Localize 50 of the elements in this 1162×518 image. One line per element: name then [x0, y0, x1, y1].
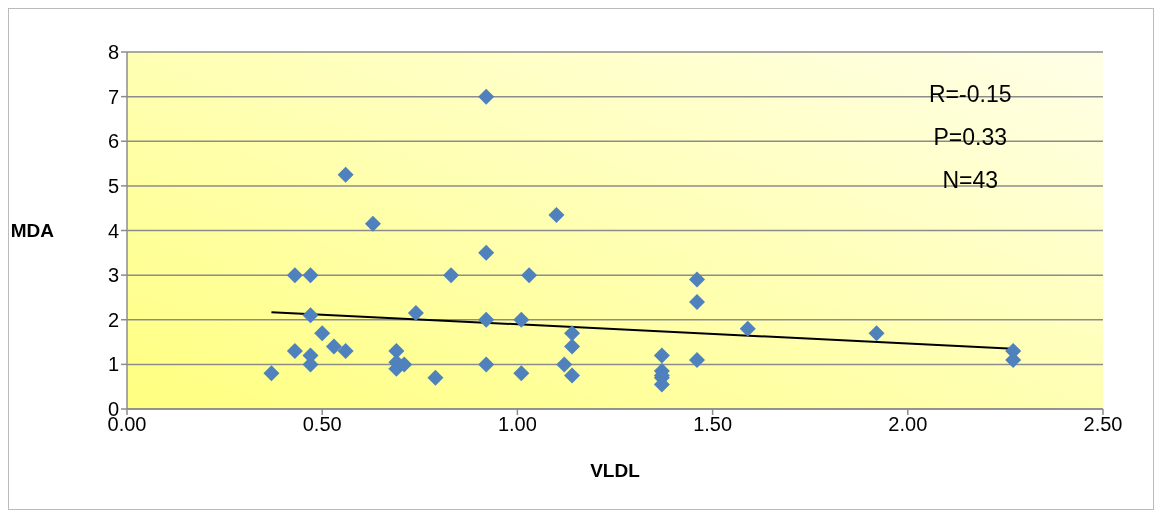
y-tick-label: 8	[107, 41, 119, 64]
annotation: P=0.33	[932, 123, 1008, 152]
point	[325, 338, 342, 355]
point	[564, 338, 581, 355]
point	[513, 365, 530, 382]
point	[443, 267, 460, 284]
point	[478, 356, 495, 373]
y-tick-label: 1	[107, 353, 119, 376]
point	[302, 267, 319, 284]
x-tick-label: 2.00	[888, 413, 928, 436]
y-tick-label: 3	[107, 264, 119, 287]
point	[513, 311, 530, 328]
point	[521, 267, 538, 284]
point	[427, 369, 444, 386]
annotation: R=-0.15	[929, 80, 1012, 109]
y-axis-title: MDA	[10, 220, 55, 242]
point	[302, 307, 319, 324]
annotation: N=43	[941, 166, 1000, 195]
point	[548, 206, 565, 223]
y-tick-label: 4	[107, 219, 119, 242]
x-tick-label: 1.00	[497, 413, 537, 436]
point	[868, 325, 885, 342]
point	[478, 311, 495, 328]
x-tick-label: 1.50	[693, 413, 733, 436]
y-tick-label: 2	[107, 308, 119, 331]
x-axis-title: VLDL	[590, 460, 641, 481]
point	[478, 88, 495, 105]
point	[739, 320, 756, 337]
point	[337, 166, 354, 183]
point	[478, 244, 495, 261]
point	[286, 342, 303, 359]
x-tick-label: 0.50	[302, 413, 342, 436]
point	[564, 325, 581, 342]
y-tick-label: 6	[107, 130, 119, 153]
point	[337, 342, 354, 359]
point	[653, 347, 670, 364]
point	[688, 271, 705, 288]
point	[407, 305, 424, 322]
point	[688, 293, 705, 310]
point	[556, 356, 573, 373]
point	[388, 342, 405, 359]
point	[263, 365, 280, 382]
x-tick-label: 2.50	[1083, 413, 1123, 436]
y-tick-label: 5	[107, 174, 119, 197]
y-tick-label: 7	[107, 85, 119, 108]
point	[286, 267, 303, 284]
point	[364, 215, 381, 232]
point	[688, 351, 705, 368]
point	[564, 367, 581, 384]
point	[314, 325, 331, 342]
